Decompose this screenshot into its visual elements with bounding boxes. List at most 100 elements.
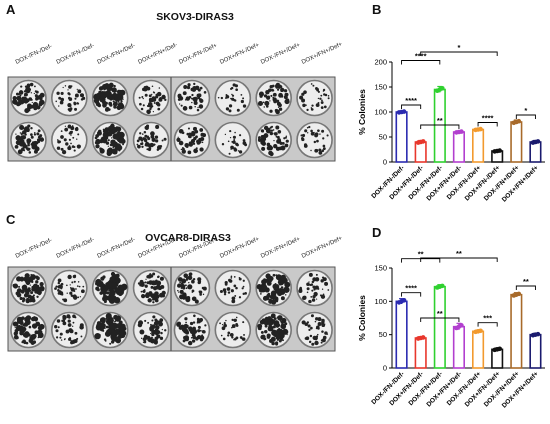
skov3-colony <box>58 96 62 100</box>
ovcar8-colony <box>234 294 237 297</box>
skov3-colony <box>64 139 67 142</box>
skov3-colony <box>285 92 289 97</box>
panel-d-data-point <box>440 283 445 289</box>
ovcar8-colony <box>72 325 74 327</box>
ovcar8-colony <box>202 330 206 334</box>
skov3-colony <box>102 98 105 101</box>
skov3-colony <box>56 139 59 141</box>
skov3-colony <box>33 85 36 88</box>
ovcar8-colony <box>111 335 118 342</box>
ovcar8-colony <box>67 319 71 323</box>
ovcar8-colony <box>322 293 325 296</box>
skov3-colony <box>57 140 61 144</box>
skov3-colony <box>269 147 273 151</box>
ovcar8-colony <box>185 326 187 329</box>
panel-d-data-point <box>535 331 541 337</box>
skov3-colony <box>156 91 162 97</box>
skov3-colony <box>303 90 307 94</box>
panel-d-y-tick-label: 150 <box>374 264 387 273</box>
skov3-colony <box>33 149 38 154</box>
ovcar8-colony <box>322 339 325 343</box>
skov3-colony <box>55 100 58 103</box>
panel-d-y-tick-label: 0 <box>383 364 387 373</box>
ovcar8-colony <box>142 341 145 344</box>
skov3-colony <box>64 85 67 87</box>
panel-label-c: C <box>6 212 16 227</box>
ovcar8-colony <box>116 323 122 329</box>
skov3-colony <box>277 106 280 108</box>
skov3-colony <box>231 94 235 97</box>
skov3-colony <box>269 131 274 136</box>
ovcar8-colony <box>71 339 76 344</box>
skov3-colony <box>283 89 288 93</box>
ovcar8-colony <box>307 324 311 328</box>
ovcar8-colony <box>223 290 227 294</box>
panel-b-data-point <box>440 86 445 91</box>
skov3-colony <box>156 102 161 107</box>
ovcar8-colony <box>272 283 278 290</box>
skov3-colony <box>22 130 27 135</box>
ovcar8-colony <box>160 285 165 289</box>
ovcar8-colony <box>26 297 30 301</box>
ovcar8-colony <box>151 319 154 322</box>
ovcar8-colony <box>178 291 180 293</box>
ovcar8-colony <box>144 341 146 343</box>
skov3-colony <box>113 149 116 153</box>
skov3-colony <box>320 94 323 97</box>
skov3-colony <box>322 137 325 140</box>
ovcar8-colony <box>260 293 262 295</box>
skov3-colony <box>77 102 79 105</box>
skov3-colony <box>187 83 191 87</box>
ovcar8-plate-header: DOX-/FN+/Def- <box>96 237 136 260</box>
ovcar8-colony <box>140 337 143 340</box>
ovcar8-colony <box>185 276 189 280</box>
ovcar8-colony <box>259 319 265 325</box>
ovcar8-colony <box>221 326 226 331</box>
ovcar8-colony <box>314 338 317 341</box>
skov3-colony <box>148 148 152 152</box>
ovcar8-colony <box>145 278 147 280</box>
skov3-colony <box>278 103 282 108</box>
ovcar8-colony <box>60 339 63 341</box>
skov3-colony <box>283 137 286 140</box>
ovcar8-colony <box>268 298 272 303</box>
panel-b-significance-label: * <box>524 106 527 115</box>
ovcar8-colony <box>36 276 40 281</box>
ovcar8-colony <box>188 273 191 276</box>
skov3-colony <box>64 129 66 131</box>
skov3-colony <box>197 93 202 98</box>
skov3-colony <box>112 133 119 140</box>
skov3-colony <box>265 128 271 134</box>
skov3-colony <box>151 105 154 108</box>
skov3-colony <box>327 95 330 97</box>
skov3-colony <box>312 84 315 87</box>
ovcar8-colony <box>22 339 26 344</box>
panel-b-significance-label: * <box>457 43 460 52</box>
panel-b-y-axis-label: % Colonies <box>357 89 367 135</box>
skov3-colony <box>315 87 318 90</box>
skov3-colony <box>322 147 326 151</box>
panel-b-data-point <box>459 129 464 134</box>
ovcar8-colony <box>140 283 143 286</box>
skov3-colony <box>60 147 64 151</box>
ovcar8-colony <box>187 284 193 290</box>
ovcar8-colony <box>145 293 149 297</box>
skov3-colony <box>275 135 278 138</box>
ovcar8-colony <box>270 292 274 296</box>
ovcar8-colony <box>57 292 61 295</box>
ovcar8-plate-header: DOX-/FN-/Def+ <box>178 237 218 260</box>
ovcar8-colony <box>69 284 71 286</box>
ovcar8-colony <box>77 296 80 299</box>
ovcar8-colony <box>238 296 242 299</box>
skov3-colony <box>22 128 24 130</box>
ovcar8-colony <box>280 296 285 301</box>
ovcar8-colony <box>320 341 323 344</box>
skov3-colony <box>180 94 182 97</box>
ovcar8-colony <box>199 329 202 332</box>
skov3-colony <box>98 86 104 91</box>
skov3-colony <box>285 135 288 138</box>
ovcar8-colony <box>189 321 194 326</box>
ovcar8-colony <box>22 323 26 327</box>
skov3-colony <box>33 105 38 111</box>
ovcar8-colony <box>276 323 281 327</box>
